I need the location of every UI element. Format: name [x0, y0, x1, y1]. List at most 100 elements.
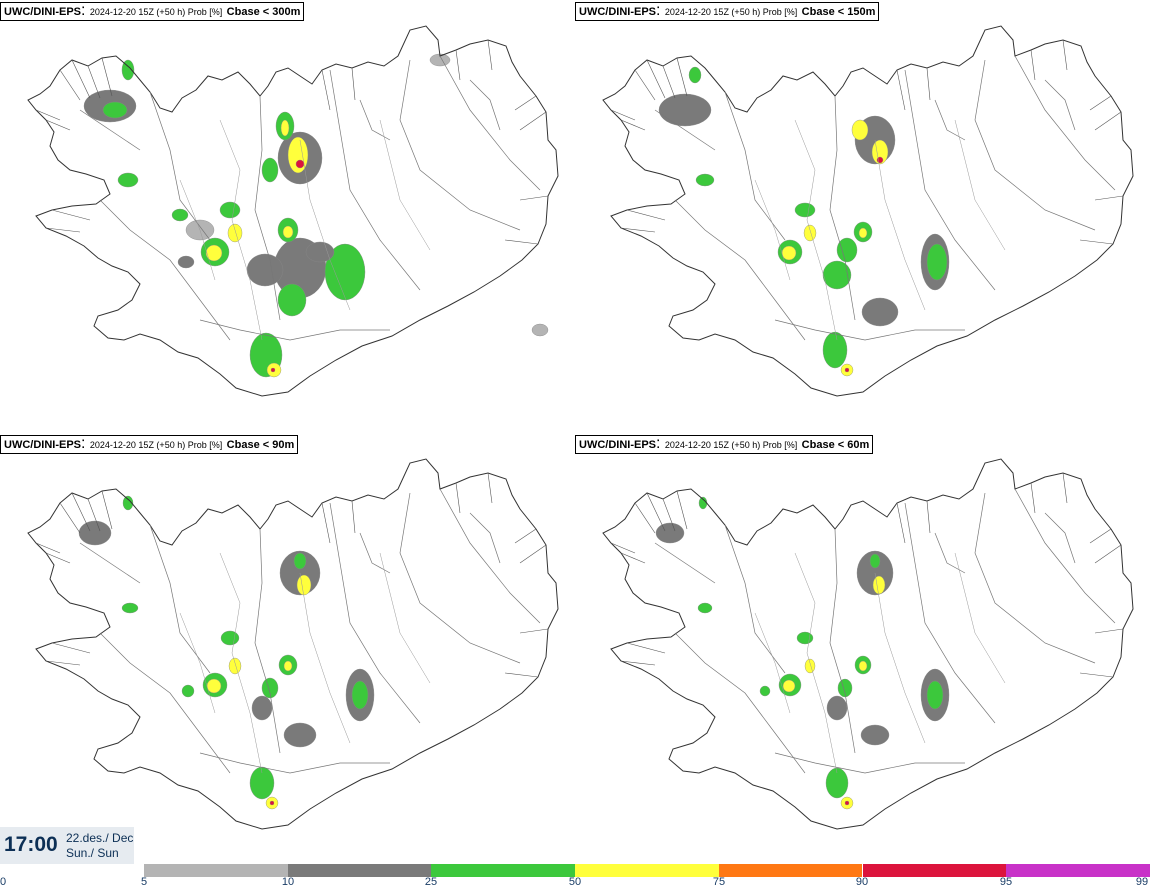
river-line — [754, 179, 791, 281]
probability-area — [117, 172, 139, 188]
river-line — [219, 119, 263, 341]
fjord-line — [45, 660, 81, 666]
panel-title: UWC/DINI-EPS: 2024-12-20 15Z (+50 h) Pro… — [575, 435, 874, 454]
fjord-line — [634, 502, 656, 534]
probability-area — [122, 495, 134, 511]
probability-area — [121, 602, 139, 614]
fjord-lines — [610, 472, 1124, 678]
probability-area — [261, 677, 279, 699]
river-line — [874, 572, 926, 744]
river-line — [379, 119, 431, 251]
fjord-line — [1094, 195, 1124, 201]
fjord-line — [1079, 239, 1114, 245]
rivers — [179, 119, 431, 341]
probability-area — [205, 244, 223, 262]
border-line — [469, 79, 501, 131]
regional-borders — [654, 488, 1116, 774]
probability-area — [283, 660, 293, 672]
colorbar-tick-label: 0 — [0, 876, 7, 888]
rivers — [179, 552, 431, 774]
probability-area — [861, 297, 899, 327]
colorbar-bin — [1006, 864, 1150, 877]
regional-borders — [654, 55, 1116, 341]
probability-field — [83, 53, 549, 378]
probability-area — [246, 253, 284, 287]
river-line — [754, 612, 791, 714]
coastline — [27, 25, 559, 397]
run-info: 2024-12-20 15Z (+50 h) Prob [%] — [89, 440, 223, 450]
valid-date: 22.des./ Dec — [66, 831, 134, 845]
run-info: 2024-12-20 15Z (+50 h) Prob [%] — [89, 7, 223, 17]
fjord-line — [1089, 528, 1112, 544]
border-line — [79, 542, 141, 584]
probability-area — [869, 553, 881, 569]
fjord-line — [519, 111, 547, 131]
probability-area — [282, 225, 294, 239]
probability-area — [844, 800, 850, 806]
fjord-line — [87, 65, 101, 99]
probability-area — [227, 223, 243, 243]
border-line — [829, 528, 856, 754]
border-line — [1044, 79, 1076, 131]
fjord-line — [514, 95, 537, 111]
fjord-line — [455, 482, 461, 514]
river-line — [219, 552, 263, 774]
border-line — [399, 492, 521, 664]
probability-area — [181, 684, 195, 698]
colorbar-bin — [575, 864, 719, 877]
colorbar-tick-label: 75 — [712, 876, 726, 888]
fjord-line — [71, 59, 91, 99]
fjord-line — [646, 59, 666, 99]
border-line — [974, 492, 1096, 664]
fjord-line — [71, 492, 91, 532]
probability-area — [858, 660, 868, 672]
fjord-line — [1094, 111, 1122, 131]
probability-area — [804, 658, 816, 674]
border-line — [904, 502, 996, 724]
probability-area — [697, 602, 713, 614]
probability-area — [796, 631, 814, 645]
river-line — [179, 179, 216, 281]
border-line — [904, 69, 996, 291]
border-line — [149, 91, 211, 241]
probability-field — [658, 66, 950, 377]
probability-area — [293, 552, 307, 570]
border-line — [329, 502, 421, 724]
border-line — [774, 319, 965, 341]
colorbar-tick-label: 50 — [568, 876, 582, 888]
probability-map — [27, 458, 559, 830]
regional-borders — [79, 55, 541, 341]
fjord-line — [1089, 95, 1112, 111]
probability-area — [860, 724, 890, 746]
border-line — [829, 95, 856, 321]
fjord-line — [519, 544, 547, 564]
rivers — [754, 552, 1006, 774]
border-line — [199, 752, 390, 774]
probability-map — [27, 25, 559, 397]
border-line — [724, 91, 786, 241]
fjord-line — [321, 502, 331, 544]
border-line — [674, 632, 806, 774]
probability-area — [171, 208, 189, 222]
coastline — [602, 458, 1134, 830]
valid-time: 17:00 — [4, 833, 58, 856]
fjord-line — [519, 628, 549, 634]
river-line — [299, 572, 351, 744]
colorbar-tick-label: 5 — [140, 876, 148, 888]
probability-area — [822, 331, 848, 369]
fjord-line — [45, 552, 71, 564]
border-line — [974, 59, 1096, 231]
border-line — [674, 199, 806, 341]
fjord-line — [321, 69, 331, 111]
probability-map — [602, 25, 1134, 397]
colorbar-bin — [718, 864, 863, 877]
probability-area — [531, 323, 549, 337]
probability-area — [261, 157, 279, 183]
fjord-line — [620, 227, 656, 233]
border-line — [439, 55, 541, 191]
probability-area — [794, 202, 816, 218]
border-line — [99, 199, 231, 341]
probability-area — [121, 59, 135, 81]
fjord-line — [101, 490, 113, 530]
probability-area — [858, 227, 868, 239]
